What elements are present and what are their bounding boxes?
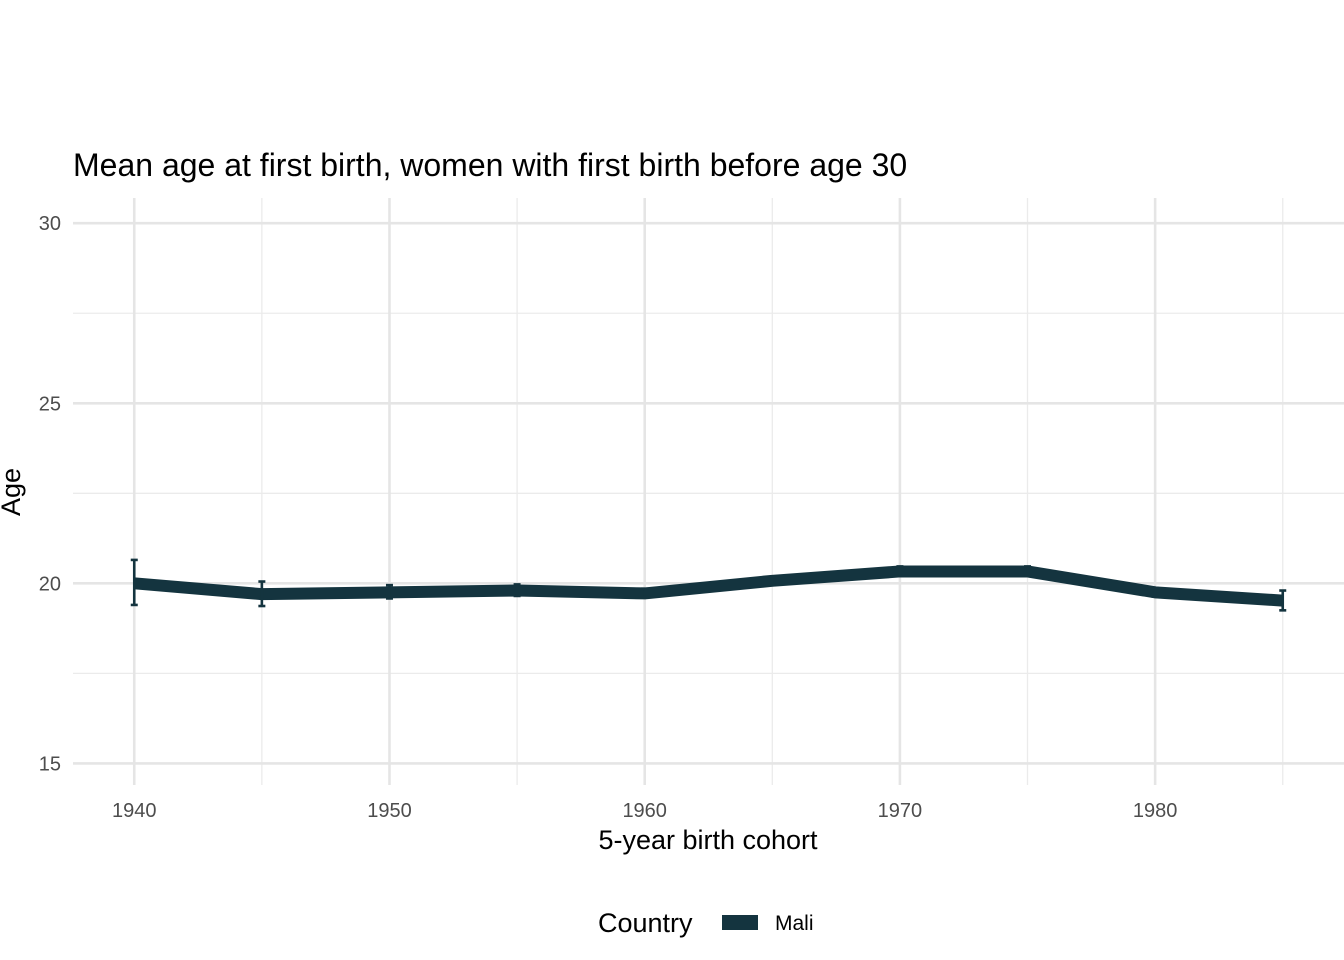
error-bar — [258, 580, 266, 608]
error-bar — [896, 565, 904, 578]
x-tick-label: 1940 — [112, 800, 157, 822]
y-tick-label: 20 — [39, 573, 61, 595]
x-tick-label: 1960 — [622, 800, 667, 822]
y-tick-label: 15 — [39, 753, 61, 775]
error-bar — [641, 587, 649, 599]
error-bar — [1151, 586, 1159, 598]
x-tick-label: 1980 — [1133, 800, 1178, 822]
chart-title: Mean age at first birth, women with firs… — [73, 147, 907, 183]
legend: Country Mali — [598, 908, 814, 938]
y-axis-ticks: 15 20 25 30 — [39, 213, 61, 775]
x-tick-label: 1970 — [878, 800, 923, 822]
error-bar — [768, 575, 776, 586]
grid-lines — [73, 198, 1344, 785]
y-axis-title: Age — [0, 468, 26, 516]
error-bar — [513, 583, 521, 598]
x-tick-label: 1950 — [367, 800, 412, 822]
x-axis-ticks: 1940 1950 1960 1970 1980 — [112, 800, 1177, 822]
series-line-mali — [133, 565, 1284, 607]
y-tick-label: 25 — [39, 393, 61, 415]
error-bar — [130, 558, 138, 607]
legend-label-mali: Mali — [775, 912, 814, 935]
data-series — [130, 558, 1287, 612]
error-bar — [385, 583, 393, 600]
error-bar — [1279, 589, 1287, 612]
y-tick-label: 30 — [39, 213, 61, 235]
x-axis-title: 5-year birth cohort — [598, 825, 818, 855]
error-bar — [1024, 565, 1032, 577]
legend-key-mali — [722, 915, 758, 930]
legend-title: Country — [598, 908, 693, 938]
